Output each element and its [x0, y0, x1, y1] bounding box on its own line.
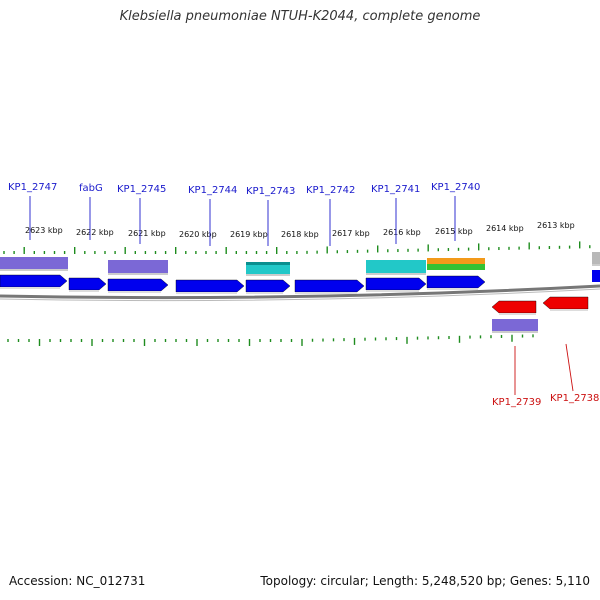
- feature-shadow: [366, 273, 426, 275]
- kbp-label: 2620 kbp: [179, 230, 217, 239]
- feature-shadow: [0, 269, 68, 271]
- kbp-label: 2618 kbp: [281, 230, 319, 239]
- misc-feature-block: [427, 258, 485, 264]
- map-title: Klebsiella pneumoniae NTUH-K2044, comple…: [119, 9, 481, 24]
- forward-gene-arrow: [294, 279, 365, 293]
- gene-label-reverse: KP1_2738: [550, 393, 599, 404]
- gene-label-reverse: KP1_2739: [492, 397, 541, 408]
- tick-row-top: [3, 241, 591, 254]
- forward-gene-arrow: [245, 279, 291, 293]
- kbp-label: 2617 kbp: [332, 229, 370, 238]
- kbp-labels: 2623 kbp 2622 kbp 2621 kbp 2620 kbp 2619 kbp…: [25, 221, 575, 239]
- gene-shadow: [550, 309, 588, 311]
- genome-backbone: [0, 284, 600, 300]
- feature-shadow: [246, 274, 290, 276]
- gene-label-forward: KP1_2740: [431, 182, 480, 193]
- kbp-label: 2615 kbp: [435, 227, 473, 236]
- feature-stripe: [246, 262, 290, 265]
- forward-gene-arrow: [426, 275, 486, 289]
- leader-line: [565, 343, 574, 392]
- gene-shadow: [108, 291, 161, 293]
- gene-label-forward: KP1_2745: [117, 184, 166, 195]
- genome-summary-text: Topology: circular; Length: 5,248,520 bp…: [260, 574, 590, 588]
- genome-backbone-shadow: [0, 288, 600, 302]
- gene-shadow: [0, 287, 60, 289]
- features: [0, 252, 600, 333]
- misc-feature-block: [0, 257, 68, 269]
- reverse-gene-arrow: [491, 300, 537, 314]
- gene-shadow: [499, 313, 536, 315]
- gene-labels: KP1_2747 fabG KP1_2745 KP1_2744 KP1_2743 KP1_…: [8, 182, 599, 408]
- kbp-label: 2619 kbp: [230, 230, 268, 239]
- misc-feature-block: [366, 260, 426, 273]
- feature-shadow: [108, 273, 168, 275]
- forward-gene-arrow: [175, 279, 245, 293]
- gene-label-forward: KP1_2744: [188, 185, 237, 196]
- forward-gene-arrow: [0, 274, 68, 288]
- kbp-label: 2621 kbp: [128, 229, 166, 238]
- gene-label-forward: KP1_2743: [246, 186, 295, 197]
- kbp-label: 2623 kbp: [25, 226, 63, 235]
- tick-row-bottom: [7, 334, 534, 346]
- misc-feature-block: [592, 252, 600, 264]
- gene-shadow: [246, 292, 283, 294]
- forward-gene-arrow: [107, 278, 169, 292]
- accession-text: Accession: NC_012731: [9, 574, 146, 588]
- gene-shadow: [295, 292, 357, 294]
- forward-gene-arrow: [592, 270, 600, 282]
- gene-shadow: [427, 288, 478, 290]
- reverse-gene-arrow: [542, 296, 589, 310]
- misc-feature-block: [492, 319, 538, 331]
- kbp-label: 2613 kbp: [537, 221, 575, 230]
- gene-label-forward: KP1_2742: [306, 185, 355, 196]
- gene-shadow: [176, 292, 237, 294]
- forward-gene-arrow: [365, 277, 427, 291]
- gene-shadow: [69, 290, 99, 292]
- kbp-label: 2616 kbp: [383, 228, 421, 237]
- feature-shadow: [492, 331, 538, 333]
- feature-shadow: [592, 264, 600, 266]
- misc-feature-block: [427, 264, 485, 270]
- gene-label-forward: KP1_2741: [371, 184, 420, 195]
- kbp-label: 2614 kbp: [486, 224, 524, 233]
- misc-feature-block: [108, 260, 168, 273]
- gene-label-forward: KP1_2747: [8, 182, 57, 193]
- gene-shadow: [366, 290, 419, 292]
- gene-label-forward: fabG: [79, 183, 103, 194]
- kbp-label: 2622 kbp: [76, 228, 114, 237]
- forward-gene-arrow: [68, 277, 107, 291]
